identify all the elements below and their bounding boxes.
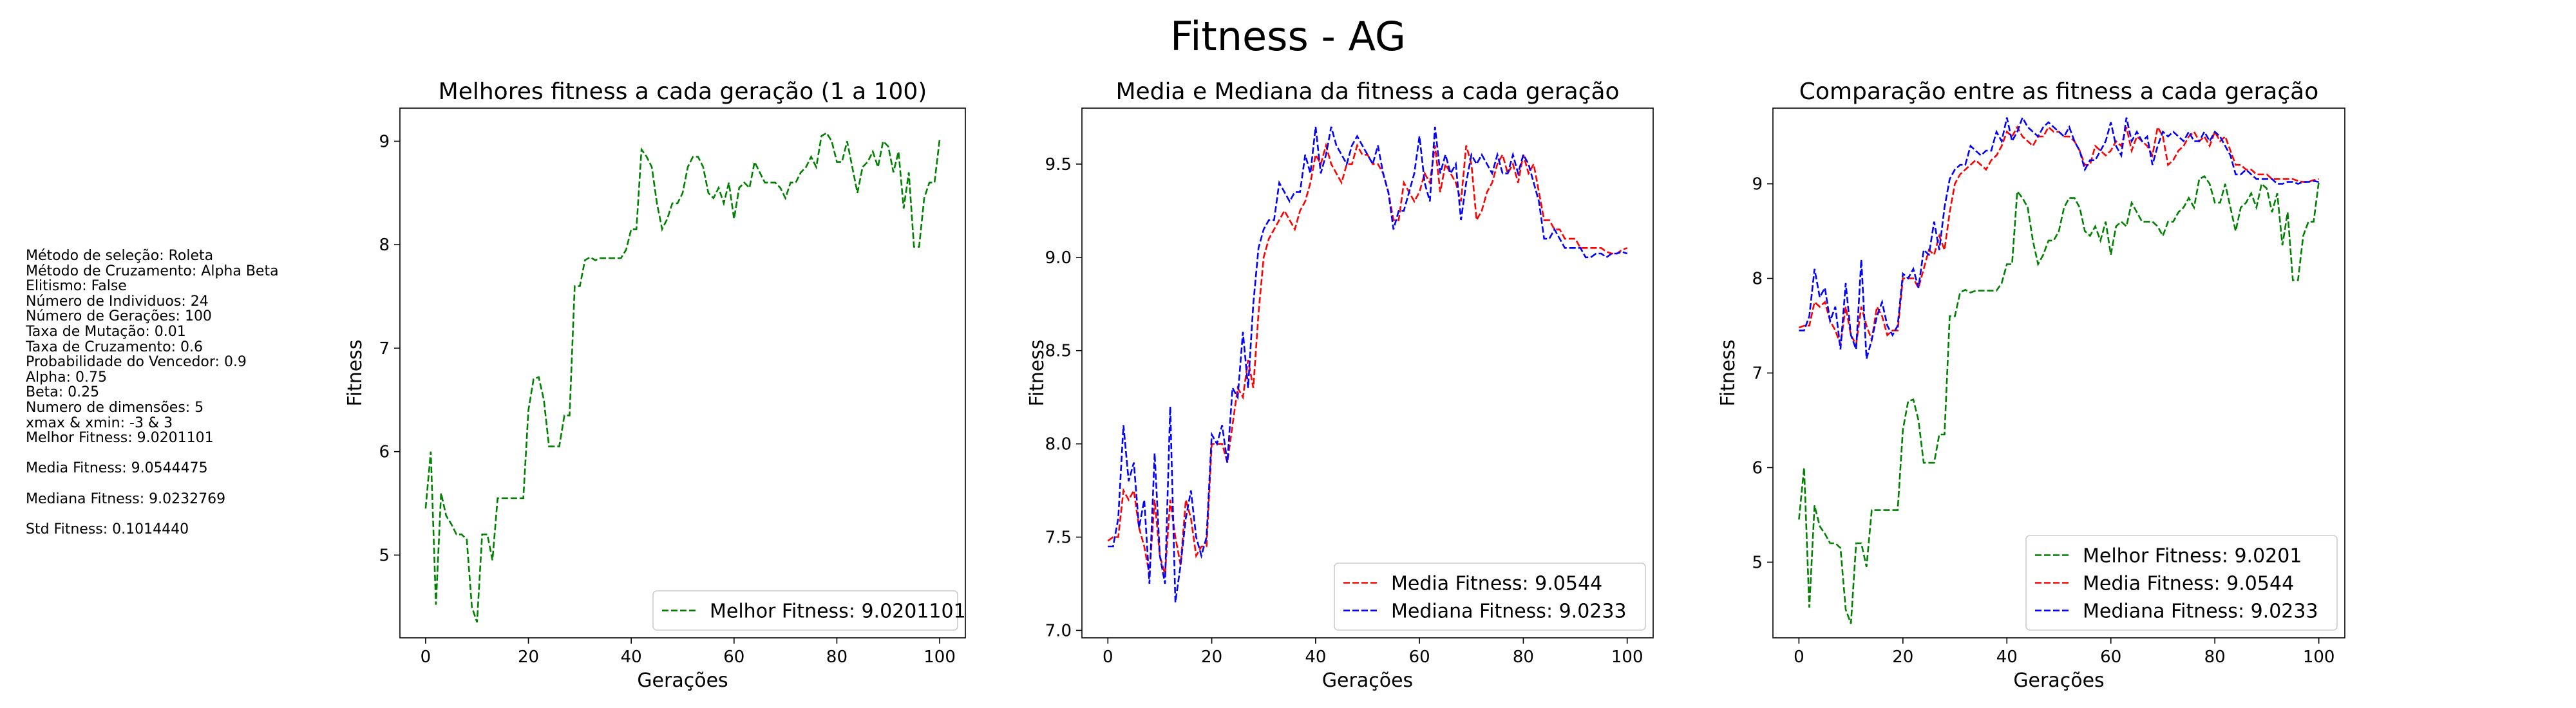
info-line: Melhor Fitness: 9.0201101 — [26, 430, 214, 447]
x-tick-label: 60 — [1409, 647, 1430, 667]
x-tick-label: 0 — [1794, 647, 1804, 667]
y-tick-label: 9 — [1752, 175, 1763, 194]
legend-label: Media Fitness: 9.0544 — [1391, 573, 1602, 595]
x-tick-label: 80 — [2204, 647, 2226, 667]
info-line: Taxa de Cruzamento: 0.6 — [26, 339, 204, 355]
x-tick-label: 60 — [2100, 647, 2121, 667]
series-line — [424, 131, 941, 623]
info-line: Probabilidade do Vencedor: 0.9 — [26, 354, 247, 371]
info-line: Número de Gerações: 100 — [26, 308, 212, 325]
series-line — [1798, 124, 2319, 348]
legend-box — [1334, 563, 1646, 631]
y-axis-label: Fitness — [1026, 340, 1048, 407]
series-line — [1107, 142, 1628, 575]
y-tick-label: 9.5 — [1045, 155, 1072, 174]
x-axis-label: Gerações — [2013, 669, 2104, 692]
x-tick-label: 40 — [621, 647, 642, 667]
y-tick-label: 8 — [379, 236, 390, 255]
info-line: Numero de dimensões: 5 — [26, 399, 204, 416]
info-line: Taxa de Mutação: 0.01 — [26, 323, 186, 340]
x-tick-label: 80 — [1513, 647, 1534, 667]
y-tick-label: 8.5 — [1045, 342, 1072, 361]
x-axis-label: Gerações — [637, 669, 728, 692]
y-axis-label: Fitness — [1717, 340, 1739, 407]
y-tick-label: 6 — [379, 443, 390, 462]
y-tick-label: 5 — [1752, 553, 1763, 572]
info-line: Mediana Fitness: 9.0232769 — [26, 490, 226, 507]
x-tick-label: 20 — [1201, 647, 1222, 667]
info-line: xmax & xmin: -3 & 3 — [26, 415, 173, 431]
info-line: Elitismo: False — [26, 278, 127, 295]
y-axis-label: Fitness — [344, 340, 366, 407]
legend-label: Mediana Fitness: 9.0233 — [1391, 601, 1627, 623]
y-tick-label: 9 — [379, 132, 390, 151]
figure-title: Fitness - AG — [1170, 13, 1406, 60]
x-tick-label: 40 — [1996, 647, 2018, 667]
y-tick-label: 7.0 — [1045, 621, 1072, 640]
y-tick-label: 8.0 — [1045, 435, 1072, 454]
x-axis-label: Gerações — [1322, 669, 1413, 692]
plot-frame — [1081, 107, 1654, 638]
x-tick-label: 0 — [421, 647, 431, 667]
chart-title: Melhores fitness a cada geração (1 a 100… — [439, 79, 927, 105]
plot-frame — [399, 107, 966, 638]
legend-label: Media Fitness: 9.0544 — [2083, 573, 2294, 595]
x-tick-label: 100 — [2303, 647, 2335, 667]
series-line — [1798, 175, 2320, 624]
legend-box — [2025, 535, 2338, 631]
x-tick-label: 60 — [723, 647, 744, 667]
info-line: Método de Cruzamento: Alpha Beta — [26, 263, 279, 279]
legend-label: Melhor Fitness: 9.0201 — [2083, 545, 2302, 568]
y-tick-label: 6 — [1752, 458, 1763, 478]
info-line: Beta: 0.25 — [26, 384, 100, 401]
y-tick-label: 7 — [1752, 364, 1763, 384]
info-line: Media Fitness: 9.0544475 — [26, 460, 208, 477]
info-line: Alpha: 0.75 — [26, 369, 107, 386]
y-tick-label: 7.5 — [1045, 528, 1072, 548]
info-line: Std Fitness: 0.1014440 — [26, 521, 189, 537]
series-line — [1799, 115, 2319, 359]
legend-box — [652, 590, 958, 631]
y-tick-label: 7 — [379, 339, 390, 359]
x-tick-label: 0 — [1103, 647, 1113, 667]
x-tick-label: 80 — [826, 647, 848, 667]
parameters-panel: Método de seleção: Roleta Método de Cruza… — [26, 248, 279, 537]
info-line: Método de seleção: Roleta — [26, 248, 214, 264]
x-tick-label: 100 — [1611, 647, 1643, 667]
y-tick-label: 9.0 — [1045, 248, 1072, 268]
y-tick-label: 5 — [379, 546, 390, 565]
series-line — [1108, 126, 1628, 603]
legend-label: Mediana Fitness: 9.0233 — [2083, 601, 2318, 623]
info-line: Número de Individuos: 24 — [26, 293, 209, 310]
chart-title: Media e Mediana da fitness a cada geraçã… — [1115, 79, 1619, 105]
chart-title: Comparação entre as fitness a cada geraç… — [1799, 79, 2318, 105]
y-tick-label: 8 — [1752, 270, 1763, 289]
x-tick-label: 40 — [1305, 647, 1326, 667]
legend-label: Melhor Fitness: 9.0201101 — [710, 601, 966, 623]
x-tick-label: 20 — [518, 647, 539, 667]
x-tick-label: 100 — [923, 647, 956, 667]
x-tick-label: 20 — [1892, 647, 1913, 667]
